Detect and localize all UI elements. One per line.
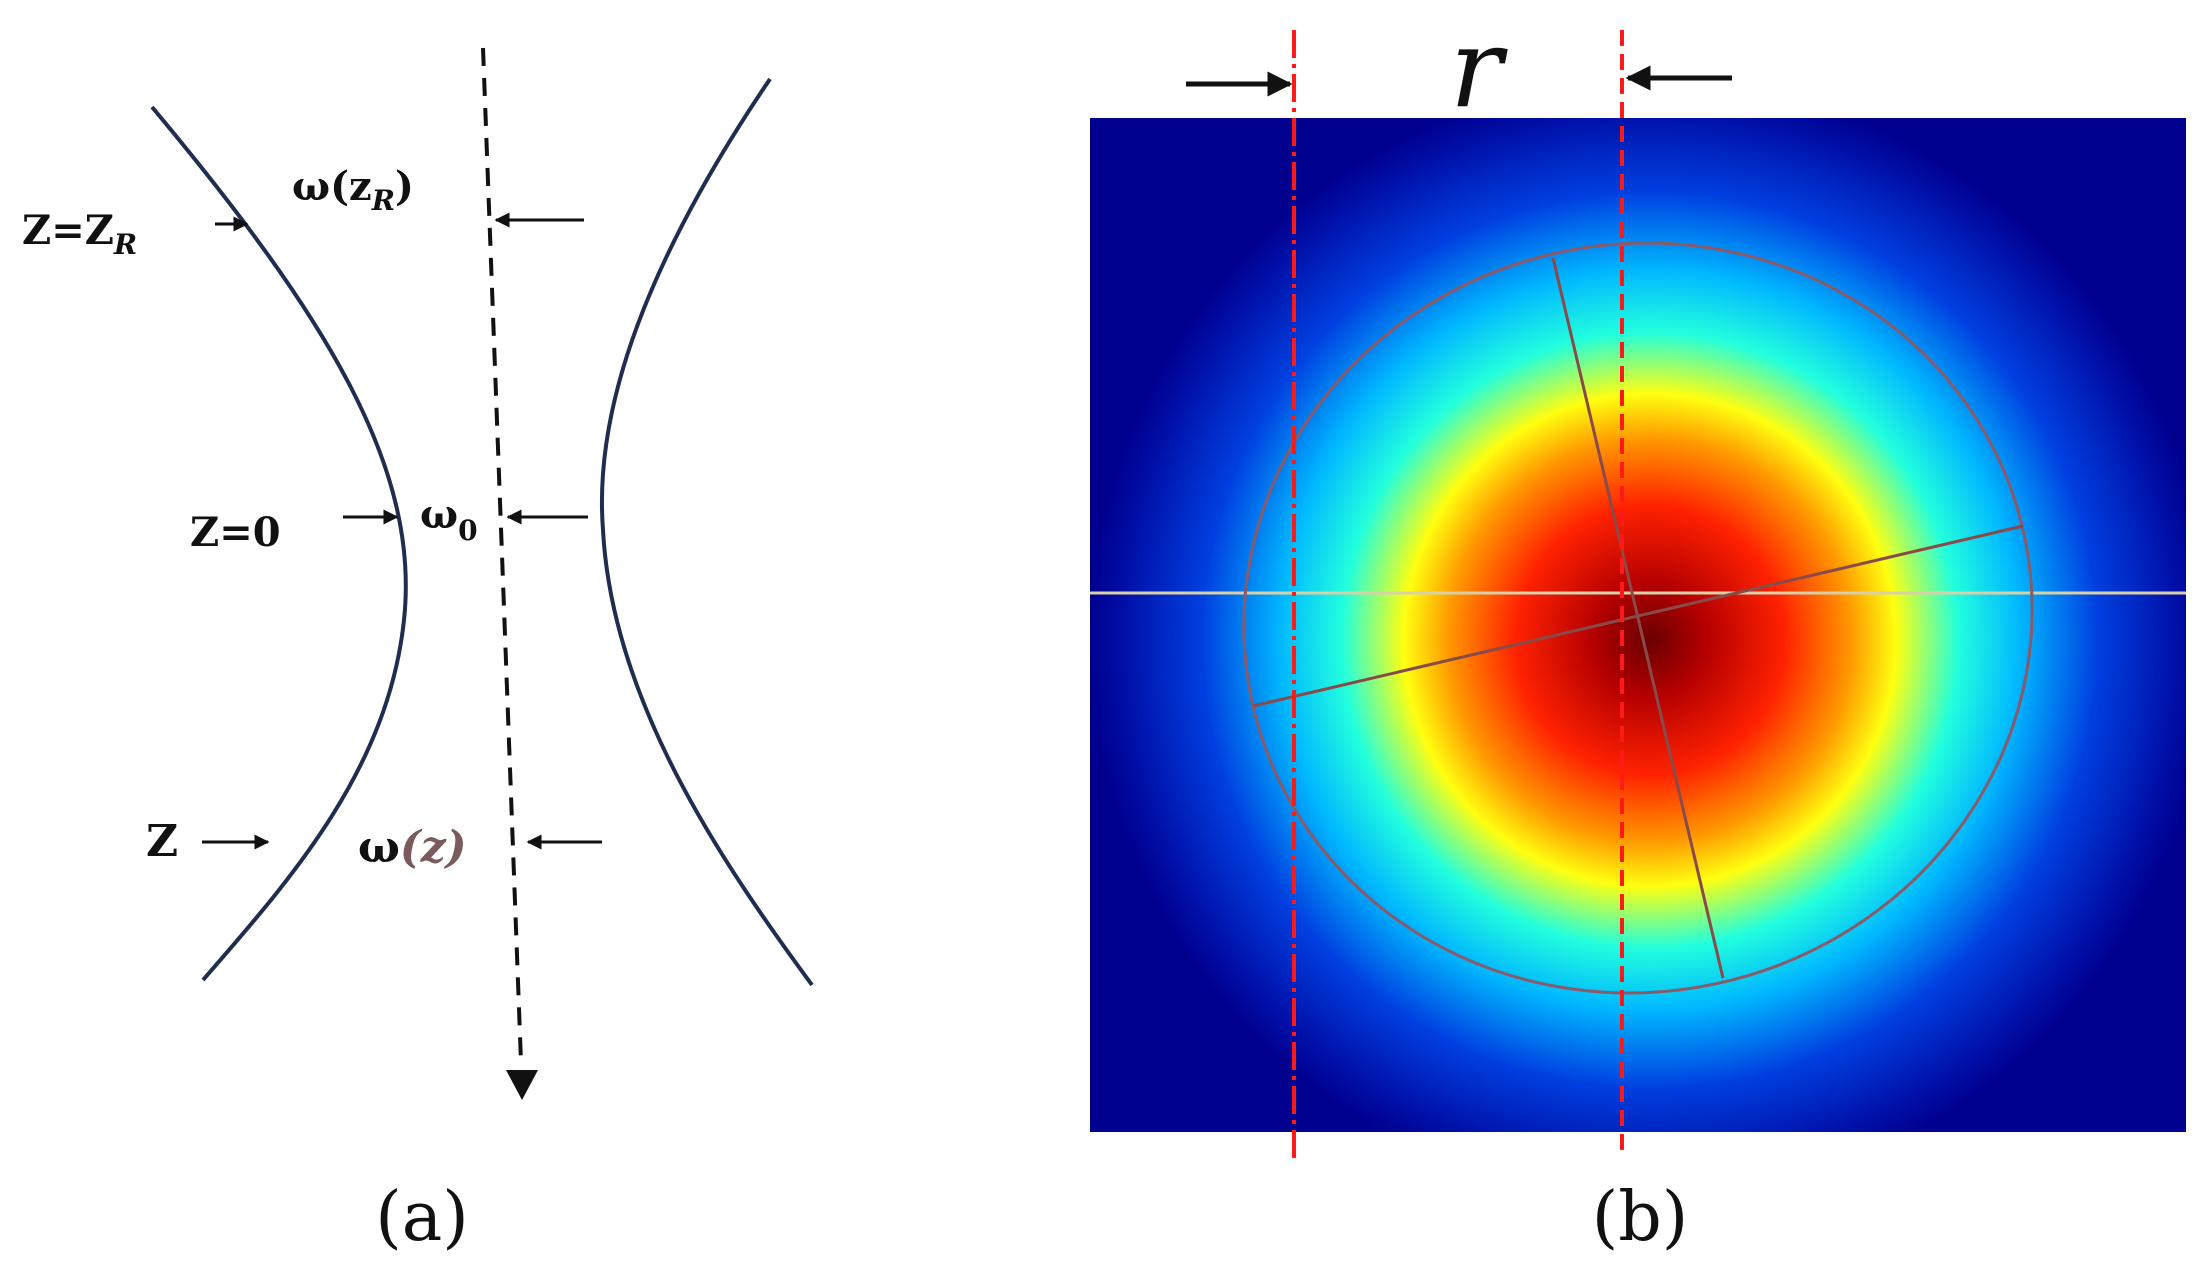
label-omega-0-main: ω (420, 491, 458, 538)
fit-ellipse (1242, 241, 2034, 995)
label-z-equals-0: Z=0 (190, 509, 281, 556)
label-z: Z (146, 816, 178, 867)
label-omega-zr: ω(zR) (292, 163, 414, 217)
label-z-equals-zr: Z=ZR (22, 207, 137, 261)
label-r: r (1450, 4, 1509, 132)
label-omega-zr-main: ω(z (292, 163, 372, 210)
optical-axis-arrowhead (506, 1070, 538, 1100)
beam-edge-right (599, 77, 814, 987)
label-omega-0: ω0 (420, 491, 478, 547)
label-omega-zr-sub: R (371, 184, 395, 217)
label-omega-z-paren: (z) (400, 822, 467, 873)
optical-axis-dashed (481, 47, 523, 1063)
label-z-equals-zr-sub: R (113, 228, 137, 261)
caption-a: (a) (375, 1178, 469, 1257)
beam-intensity-map (1090, 118, 2186, 1132)
panel-a: Z=ZR ω(zR) Z=0 ω0 Z ω(z) (a) (22, 47, 814, 1257)
caption-b: (b) (1592, 1178, 1689, 1257)
label-z-equals-zr-main: Z=Z (22, 207, 114, 254)
ellipse-minor-axis (1551, 257, 1725, 979)
label-omega-z-sym: ω (358, 822, 400, 873)
panel-b: r (b) (1090, 4, 2186, 1257)
beam-edge-left (150, 105, 408, 982)
label-omega-0-sub: 0 (458, 514, 477, 547)
label-omega-z: ω(z) (358, 822, 467, 873)
label-omega-zr-close: ) (395, 163, 414, 210)
